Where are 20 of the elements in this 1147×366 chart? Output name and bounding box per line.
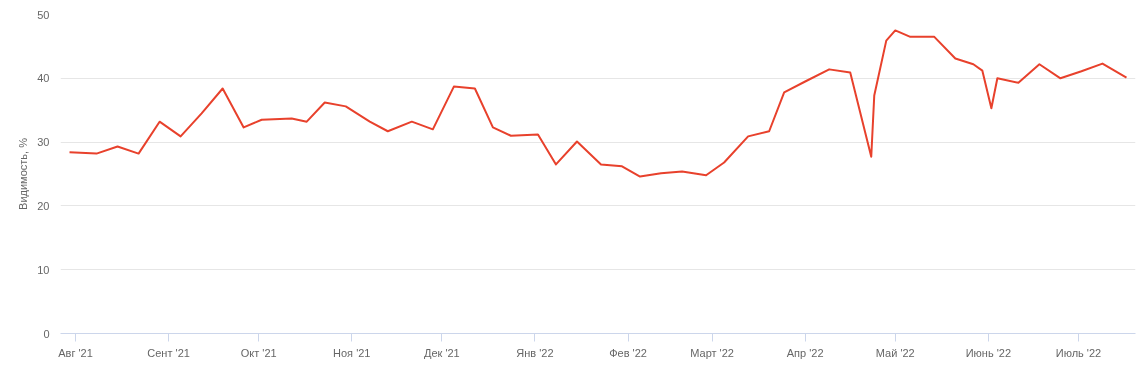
x-tick-label: Май '22 [875,346,915,359]
line-series [68,29,1128,178]
x-tick-label: Июль '22 [1055,346,1102,359]
y-tick-label: 50 [37,8,50,21]
y-tick-label: 40 [37,72,50,85]
x-tick-label: Июнь '22 [965,346,1012,359]
x-tick-label: Янв '22 [516,346,554,359]
y-tick-label: 0 [43,327,50,340]
x-tick-label: Ноя '21 [333,346,371,359]
x-tick-label: Сент '21 [147,346,190,359]
y-tick-label: 10 [37,263,50,276]
y-tick-label: 30 [37,136,50,149]
x-tick-label: Окт '21 [240,346,277,359]
y-axis-title: Видимость, % [17,137,30,210]
x-tick-label: Дек '21 [423,346,460,359]
x-tick-label: Авг '21 [58,346,93,359]
y-tick-label: 20 [37,199,50,212]
x-tick-label: Фев '22 [609,346,647,359]
x-tick-label: Апр '22 [786,346,824,359]
x-tick-label: Март '22 [690,346,734,359]
